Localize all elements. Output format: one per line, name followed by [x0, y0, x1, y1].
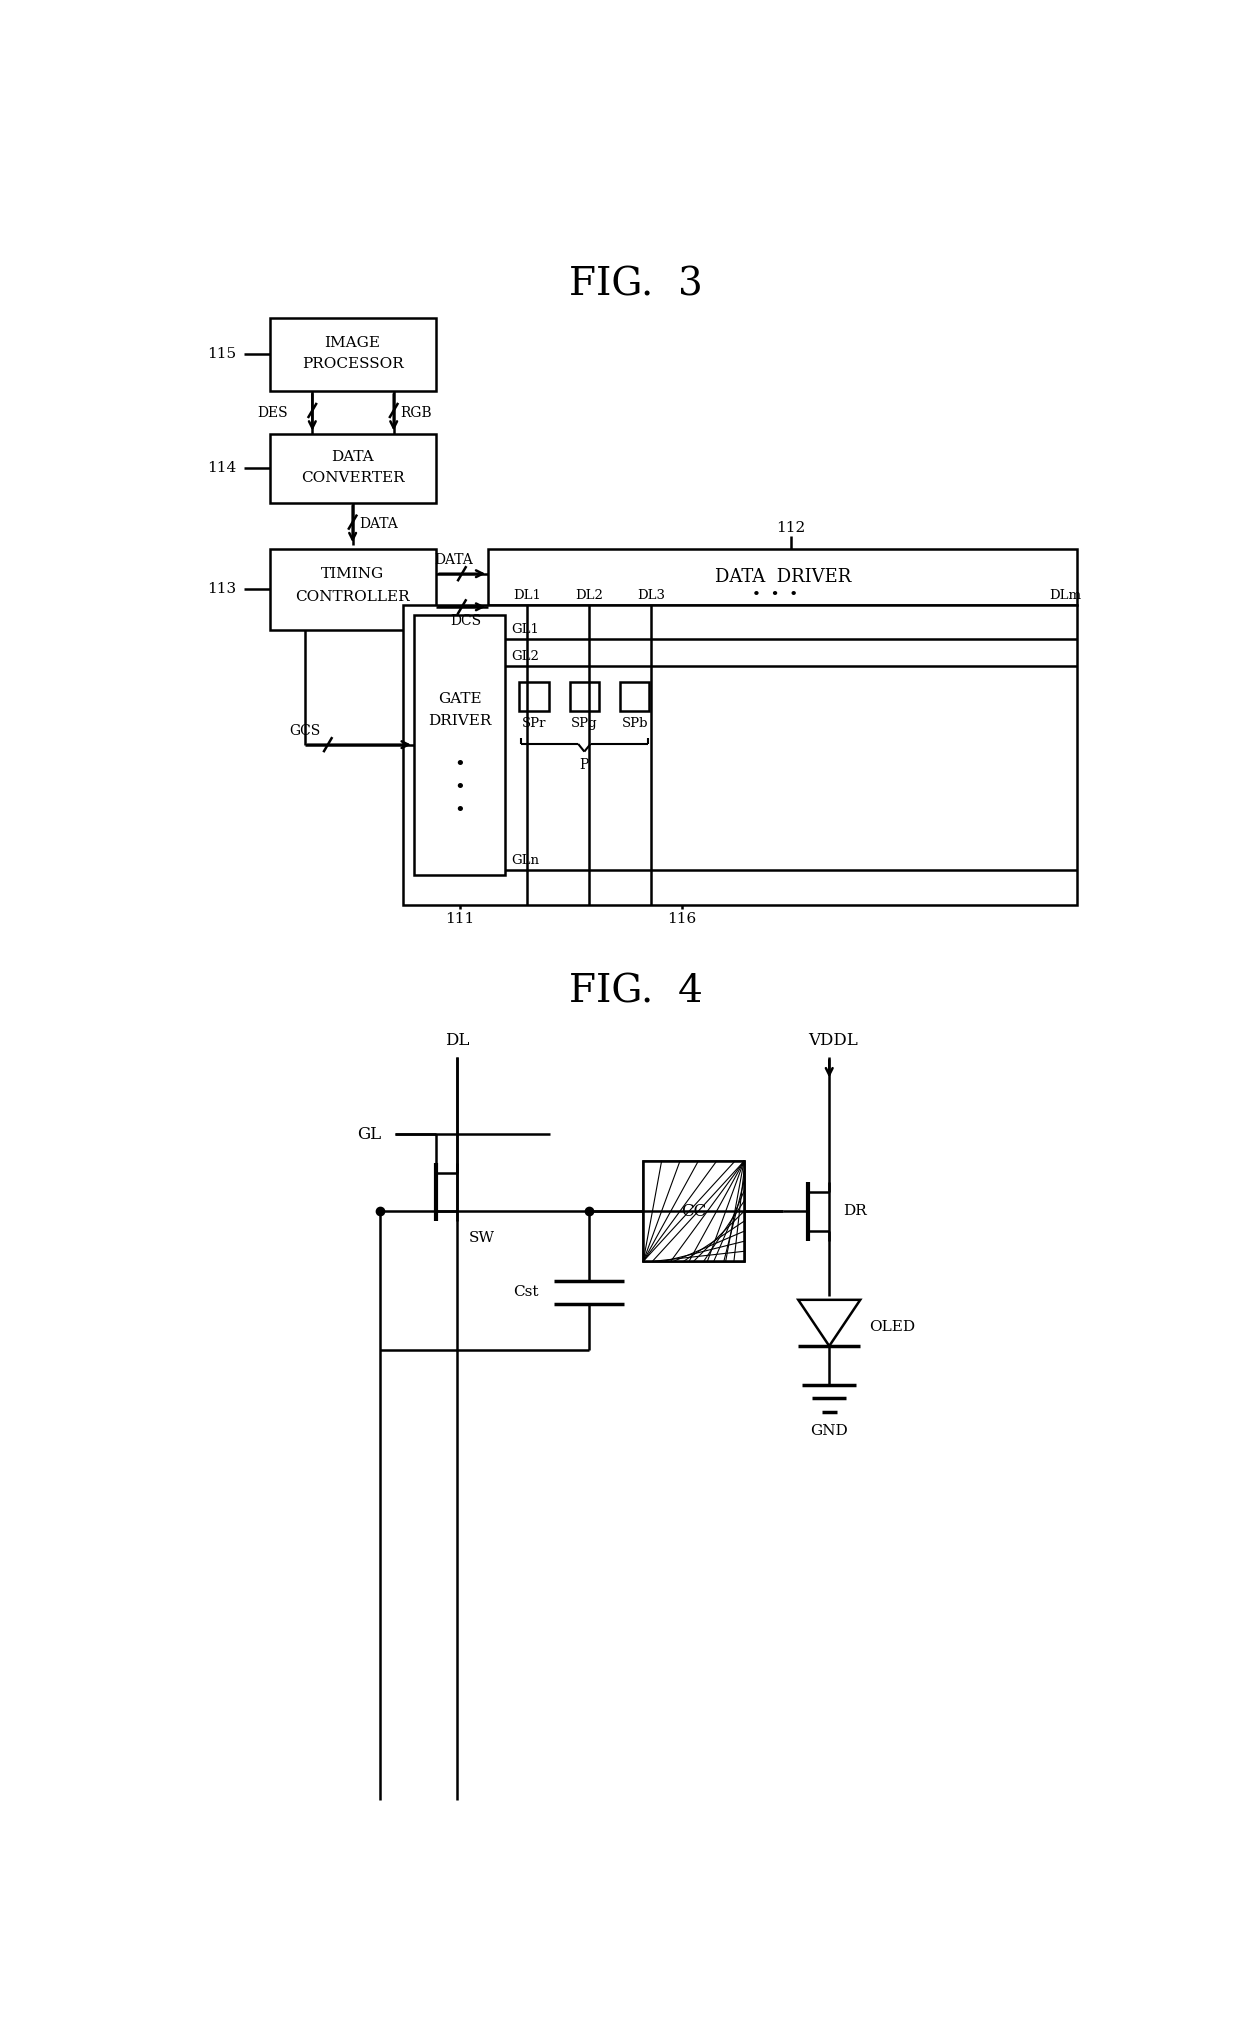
Text: TIMING: TIMING: [321, 567, 384, 582]
Text: DL3: DL3: [637, 588, 665, 602]
Text: GL1: GL1: [511, 623, 539, 637]
Text: •: •: [454, 802, 465, 820]
Bar: [644, 1161, 744, 1261]
Text: GCS: GCS: [289, 725, 320, 737]
Text: P: P: [580, 757, 589, 771]
Text: CONTROLLER: CONTROLLER: [295, 590, 410, 604]
Text: 116: 116: [667, 912, 697, 927]
Bar: [620, 682, 650, 710]
Text: DCS: DCS: [450, 614, 481, 629]
Text: •: •: [454, 780, 465, 796]
Text: GL2: GL2: [511, 651, 539, 663]
Text: VDDL: VDDL: [808, 1033, 858, 1049]
Text: GLn: GLn: [511, 855, 539, 867]
Bar: [489, 549, 1078, 604]
Text: FIG.  4: FIG. 4: [569, 974, 702, 1010]
Text: DATA  DRIVER: DATA DRIVER: [714, 567, 851, 586]
Text: DATA: DATA: [435, 553, 474, 567]
Text: DATA: DATA: [358, 518, 398, 531]
Text: RGB: RGB: [399, 406, 432, 420]
Text: OLED: OLED: [869, 1321, 915, 1333]
Text: 115: 115: [207, 347, 237, 361]
Text: SPr: SPr: [522, 716, 547, 729]
Text: SPg: SPg: [572, 716, 598, 729]
Text: 111: 111: [445, 912, 474, 927]
Text: GL: GL: [357, 1127, 382, 1143]
Text: DATA: DATA: [331, 449, 374, 463]
Text: PROCESSOR: PROCESSOR: [301, 357, 403, 371]
Text: •: •: [454, 755, 465, 774]
Text: FIG.  3: FIG. 3: [569, 267, 702, 304]
Text: CONVERTER: CONVERTER: [301, 471, 404, 486]
Text: CC: CC: [681, 1202, 707, 1221]
Text: •  •  •: • • •: [751, 588, 799, 602]
Text: SPb: SPb: [621, 716, 649, 729]
Text: DL: DL: [445, 1033, 470, 1049]
Text: GND: GND: [811, 1425, 848, 1437]
Bar: [270, 549, 436, 631]
Text: DRIVER: DRIVER: [428, 714, 491, 729]
Text: Cst: Cst: [513, 1286, 538, 1300]
Text: 112: 112: [776, 520, 805, 535]
Bar: [414, 614, 506, 876]
Text: DES: DES: [257, 406, 288, 420]
Text: SW: SW: [469, 1231, 495, 1245]
Text: 113: 113: [207, 582, 237, 596]
Bar: [644, 1161, 744, 1261]
Text: DLm: DLm: [1049, 588, 1081, 602]
Text: DL2: DL2: [575, 588, 603, 602]
Bar: [270, 318, 436, 392]
Bar: [569, 682, 599, 710]
Text: 114: 114: [207, 461, 237, 476]
Bar: [644, 1161, 744, 1261]
Text: DL1: DL1: [513, 588, 541, 602]
Bar: [270, 433, 436, 502]
Text: GATE: GATE: [438, 692, 481, 706]
Text: DR: DR: [843, 1204, 867, 1218]
Bar: [520, 682, 549, 710]
Bar: [403, 604, 1078, 904]
Text: IMAGE: IMAGE: [325, 335, 381, 349]
